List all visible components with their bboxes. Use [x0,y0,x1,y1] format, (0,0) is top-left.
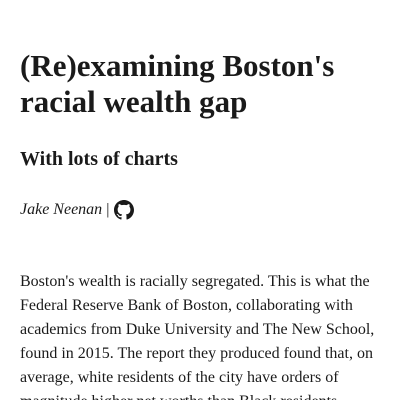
byline-separator: | [106,201,110,218]
article-paragraph: Boston's wealth is racially segregated. … [20,273,375,400]
article-subtitle: With lots of charts [20,148,178,170]
github-icon [114,200,135,220]
byline: Jake Neenan | [20,198,135,222]
author-name: Jake Neenan [20,201,103,218]
article-title: (Re)examining Boston's racial wealth gap [20,48,335,119]
github-link[interactable] [114,200,135,220]
